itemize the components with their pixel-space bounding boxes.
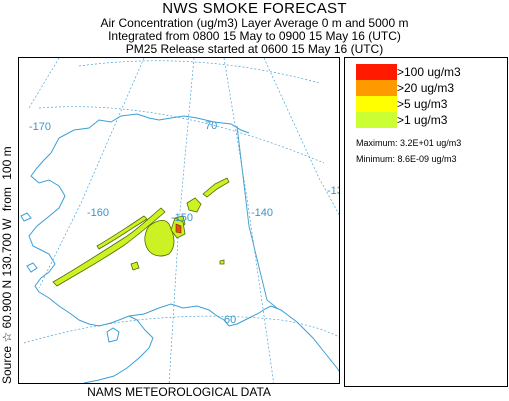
panhandle-coast	[270, 305, 339, 372]
plume-streak	[96, 215, 148, 250]
smoke-map: -160 -150 -140 -130 -170 70 60	[18, 57, 340, 384]
legend-label-100: >100 ug/m3	[397, 65, 461, 79]
latitude-line-80	[78, 60, 320, 84]
island-st-lawrence	[20, 212, 32, 222]
release-height: 100 m	[0, 146, 14, 180]
legend-minimum: Minimum: 8.6E-09 ug/m3	[356, 154, 457, 164]
graticule-label-140: -140	[251, 207, 273, 219]
coastline-north	[50, 113, 250, 154]
plume-east-speck	[219, 259, 225, 265]
legend-maximum: Maximum: 3.2E+01 ug/m3	[356, 138, 462, 148]
graticule-label-150: -150	[171, 212, 193, 224]
legend-swatch-1	[356, 112, 397, 128]
forecast-title: NWS SMOKE FORECAST	[162, 0, 347, 17]
integration-period: Integrated from 0800 15 May to 0900 15 M…	[108, 29, 401, 43]
legend-swatch-100	[356, 64, 397, 80]
island-kodiak	[106, 327, 120, 343]
map-canvas: -160 -150 -140 -130 -170 70 60	[20, 58, 340, 383]
plume-south	[130, 261, 140, 271]
source-location-label: Source ☆ 60.900 N 130.700 W from 100 m	[0, 54, 16, 384]
coastline-southwest	[38, 291, 130, 327]
legend-label-1: >1 ug/m3	[397, 113, 448, 127]
plume-northeast	[202, 177, 230, 198]
longitude-line-170	[28, 58, 60, 109]
graticule-label-130: -130	[327, 185, 340, 197]
coastline	[20, 113, 339, 383]
plume-upper	[186, 197, 202, 213]
longitude-line-160	[38, 58, 145, 289]
plume-central	[144, 220, 175, 257]
from-label: from	[0, 187, 14, 212]
smoke-plumes	[52, 177, 230, 287]
graticule-label-lat-70: 70	[205, 120, 217, 132]
plume-main-west	[52, 207, 166, 287]
peninsula-coast	[83, 315, 154, 383]
legend-label-20: >20 ug/m3	[397, 81, 455, 95]
legend-swatch-5	[356, 96, 397, 112]
graticule-label-lat-60: 60	[224, 314, 236, 326]
legend-swatch-20	[356, 80, 397, 96]
canada-border	[236, 125, 278, 309]
longitude-line-140	[223, 58, 275, 383]
island-nunivak	[26, 262, 38, 273]
concentration-description: Air Concentration (ug/m3) Layer Average …	[100, 16, 409, 30]
latitude-line-70	[38, 106, 325, 164]
coastline-northwest	[28, 152, 66, 293]
gulf-coast	[228, 305, 272, 327]
data-source-footer: NAMS METEOROLOGICAL DATA	[87, 385, 271, 399]
legend: >100 ug/m3 >20 ug/m3 >5 ug/m3 >1 ug/m3 M…	[344, 57, 508, 387]
legend-label-5: >5 ug/m3	[397, 97, 448, 111]
longitude-line-130	[263, 58, 339, 216]
source-coordinates: Source ☆ 60.900 N 130.700 W	[0, 218, 14, 384]
alaska-peninsula-coast	[128, 303, 230, 327]
latitude-lines	[23, 60, 339, 344]
graticule-label-170: -170	[29, 121, 51, 133]
latitude-line-60	[23, 315, 339, 344]
release-start: PM25 Release started at 0600 15 May 16 (…	[125, 42, 384, 56]
plume-hotspot	[175, 223, 182, 234]
graticule-label-160: -160	[87, 207, 109, 219]
